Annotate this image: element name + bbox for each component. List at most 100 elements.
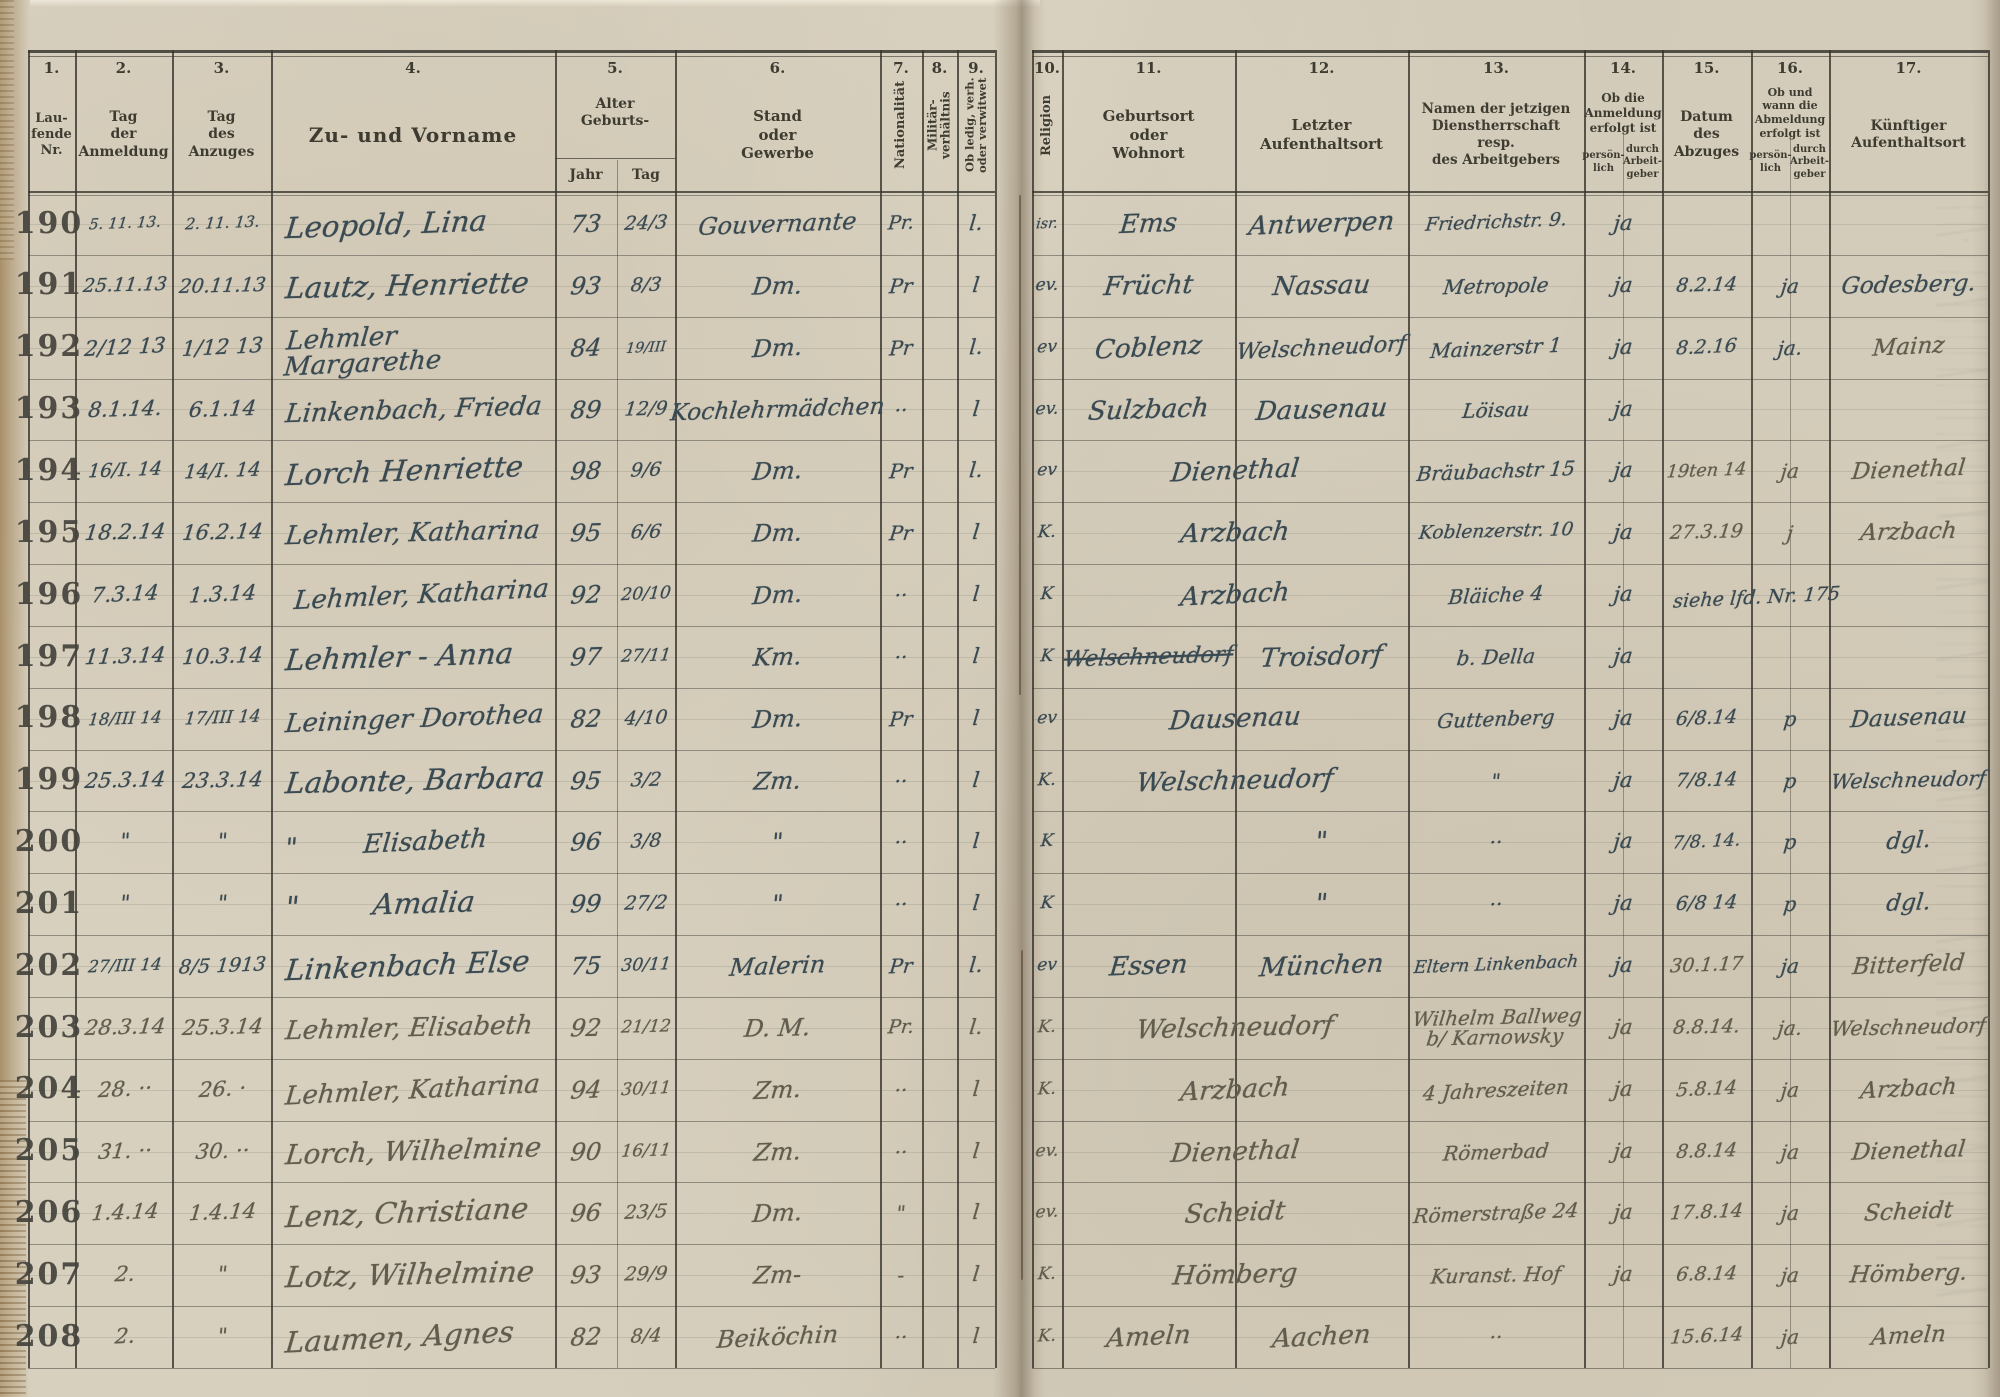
column-header-label: Tag der Anmeldung (78, 108, 169, 160)
grid-line-vertical (922, 50, 924, 1368)
column-number: 5. (607, 58, 623, 77)
column-header-label: Letzter Aufenthaltsort (1260, 116, 1383, 153)
grid-line-horizontal (28, 1306, 995, 1308)
grid-line-horizontal (28, 378, 995, 380)
scan-top-light-strip (30, 0, 1040, 7)
book-page-stack-edge-top (0, 0, 14, 260)
column-header-label: Namen der jetzigen Dienstherrschaft resp… (1421, 101, 1571, 168)
grid-line-horizontal (28, 873, 995, 875)
column-number: 2. (115, 58, 132, 77)
column-number: 4. (405, 58, 421, 77)
column-subheader-label: Tag (632, 166, 660, 183)
grid-line-horizontal (1032, 966, 1988, 968)
grid-line-vertical (555, 50, 557, 1368)
column-number: 15. (1693, 58, 1720, 77)
grid-line-horizontal (28, 533, 995, 535)
column-header-label: Militär- verhältnis (925, 91, 953, 159)
grid-line-horizontal (1032, 502, 1988, 504)
grid-line-horizontal (28, 749, 995, 751)
grid-line-horizontal (28, 195, 995, 196)
column-header-label: Religion (1038, 94, 1054, 156)
column-header-label: Lau- fende Nr. (31, 110, 72, 159)
book-right-page-edge (1970, 0, 2000, 1397)
grid-line-horizontal (1032, 842, 1988, 844)
grid-line-horizontal (28, 56, 995, 57)
grid-line-horizontal (1032, 1058, 1988, 1060)
column-number: 11. (1135, 58, 1162, 77)
grid-line-horizontal (28, 996, 995, 998)
grid-line-vertical (880, 50, 882, 1368)
grid-line-horizontal (1032, 195, 1988, 196)
grid-line-horizontal (28, 254, 995, 256)
grid-line-vertical (1829, 50, 1831, 1368)
column-number: 6. (769, 58, 786, 77)
grid-line-horizontal (28, 1213, 995, 1215)
grid-line-vertical (28, 50, 30, 1368)
grid-line-vertical (172, 50, 174, 1368)
grid-line-horizontal (28, 50, 995, 53)
grid-line-horizontal (1032, 749, 1988, 751)
grid-line-horizontal (28, 935, 995, 937)
column-number: 7. (893, 58, 909, 77)
column-subheader-label: persön- lich (1749, 150, 1792, 174)
grid-line-horizontal (1032, 780, 1988, 782)
grid-line-horizontal (28, 347, 995, 349)
grid-line-horizontal (28, 904, 995, 906)
grid-line-vertical (995, 50, 997, 1368)
grid-line-vertical (1662, 50, 1664, 1368)
column-header-label: Datum des Abzuges (1673, 108, 1740, 160)
grid-line-horizontal (1032, 378, 1988, 380)
grid-line-horizontal (28, 1027, 995, 1029)
grid-line-vertical (1751, 50, 1753, 1368)
grid-line-vertical (957, 50, 959, 1368)
column-header-label: Ob ledig, verh. oder verwitwet (962, 77, 989, 173)
column-subheader-label: durch Arbeit- geber (1790, 143, 1829, 180)
column-number: 16. (1776, 58, 1804, 77)
column-number: 12. (1308, 58, 1335, 77)
grid-line-horizontal (1032, 564, 1988, 566)
grid-line-vertical (1032, 50, 1034, 1368)
grid-line-horizontal (1032, 347, 1988, 349)
column-header-label: Alter Geburts- (580, 95, 650, 130)
grid-line-horizontal (28, 811, 995, 813)
grid-line-horizontal (1032, 811, 1988, 813)
column-header-label: Geburtsort oder Wohnort (1102, 106, 1195, 163)
grid-line-horizontal (28, 1337, 995, 1339)
grid-line-horizontal (28, 409, 995, 411)
grid-line-horizontal (1032, 656, 1988, 658)
grid-line-horizontal (1032, 1089, 1988, 1091)
grid-line-vertical (617, 160, 618, 1368)
grid-line-horizontal (555, 158, 675, 159)
grid-line-vertical (1408, 50, 1410, 1368)
grid-line-horizontal (1032, 50, 1988, 53)
grid-line-vertical (1062, 50, 1064, 1368)
column-number: 9. (968, 58, 984, 77)
column-number: 13. (1482, 58, 1510, 77)
grid-line-horizontal (1032, 1368, 1988, 1369)
grid-line-horizontal (1032, 594, 1988, 596)
column-number: 1. (43, 58, 60, 77)
grid-line-horizontal (1032, 1337, 1988, 1339)
column-header-label: Ob und wann die Abmeldung erfolgt ist (1754, 85, 1826, 140)
column-number: 3. (213, 58, 230, 77)
margin-pencil-smudges (1936, 200, 1988, 1350)
grid-line-horizontal (1032, 440, 1988, 442)
column-header-label: Stand oder Gewerbe (741, 106, 814, 163)
grid-line-horizontal (1032, 625, 1988, 627)
grid-line-vertical (1235, 50, 1237, 1368)
grid-line-horizontal (1032, 935, 1988, 937)
grid-line-horizontal (28, 316, 995, 318)
grid-line-horizontal (1032, 687, 1988, 689)
book-left-page-edge (0, 0, 30, 1397)
binding-stitch-thread (1019, 195, 1021, 695)
grid-line-horizontal (1032, 409, 1988, 411)
grid-line-horizontal (1032, 1151, 1988, 1153)
grid-line-horizontal (28, 625, 995, 627)
grid-line-vertical (271, 50, 273, 1368)
grid-line-horizontal (28, 285, 995, 287)
grid-line-vertical (1623, 132, 1624, 1368)
grid-line-horizontal (28, 564, 995, 566)
grid-line-horizontal (28, 1120, 995, 1122)
grid-line-horizontal (28, 718, 995, 720)
